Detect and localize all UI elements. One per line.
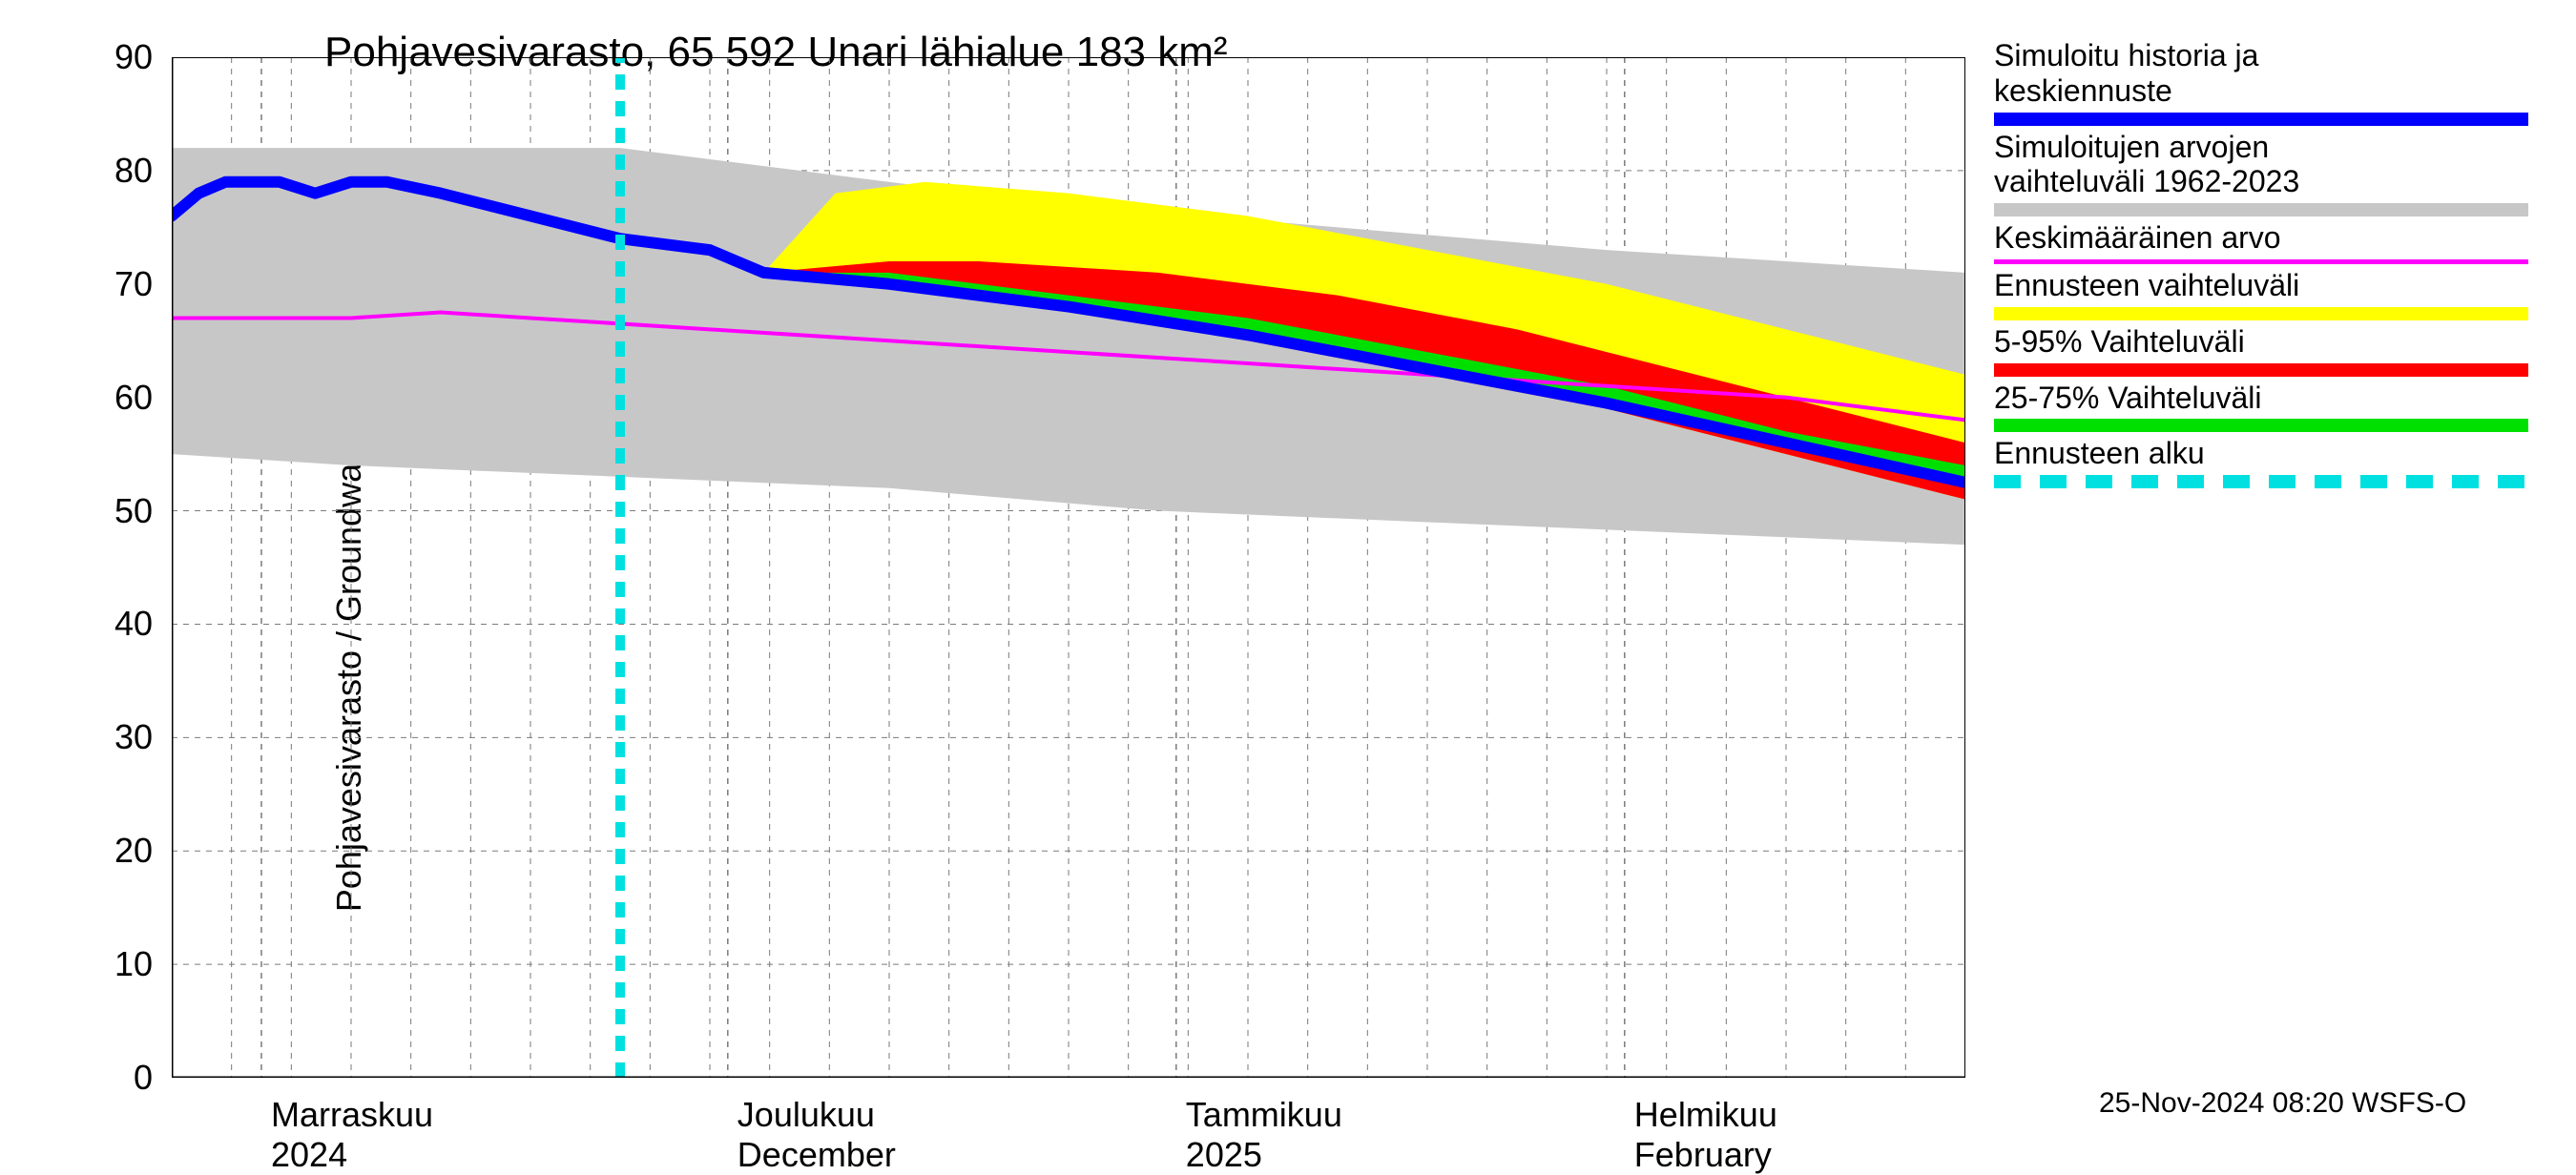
xtick-label-bottom: December: [737, 1135, 896, 1175]
xtick-label-top: Helmikuu: [1634, 1095, 1777, 1135]
legend-label: Ennusteen vaihteluväli: [1994, 268, 2547, 303]
ytick-label: 0: [76, 1058, 153, 1098]
legend-item: Simuloitujen arvojenvaihteluväli 1962-20…: [1994, 130, 2547, 217]
xtick-label-bottom: February: [1634, 1135, 1772, 1175]
ytick-label: 80: [76, 151, 153, 191]
legend-label: Ennusteen alku: [1994, 436, 2547, 471]
xtick-label-bottom: 2025: [1186, 1135, 1262, 1175]
legend-label: Simuloitujen arvojen: [1994, 130, 2547, 165]
legend-item: Ennusteen vaihteluväli: [1994, 268, 2547, 320]
legend-label: Simuloitu historia ja: [1994, 38, 2547, 73]
legend-item: Ennusteen alku: [1994, 436, 2547, 488]
ytick-label: 60: [76, 378, 153, 418]
legend-swatch: [1994, 475, 2528, 488]
legend-label: Keskimääräinen arvo: [1994, 220, 2547, 256]
xtick-label-bottom: 2024: [271, 1135, 347, 1175]
legend-label: 5-95% Vaihteluväli: [1994, 324, 2547, 360]
ytick-label: 20: [76, 831, 153, 871]
footer-timestamp: 25-Nov-2024 08:20 WSFS-O: [2099, 1087, 2466, 1120]
legend-label: vaihteluväli 1962-2023: [1994, 164, 2547, 199]
xtick-label-top: Marraskuu: [271, 1095, 433, 1135]
ytick-label: 40: [76, 604, 153, 644]
legend-item: Keskimääräinen arvo: [1994, 220, 2547, 264]
legend-swatch: [1994, 363, 2528, 377]
legend-swatch: [1994, 419, 2528, 432]
ytick-label: 10: [76, 944, 153, 984]
plot-svg: [172, 57, 1965, 1078]
xtick-label-top: Tammikuu: [1186, 1095, 1342, 1135]
ytick-label: 50: [76, 491, 153, 531]
legend-swatch: [1994, 307, 2528, 320]
legend: Simuloitu historia jakeskiennusteSimuloi…: [1994, 38, 2547, 492]
ytick-label: 30: [76, 717, 153, 757]
xtick-label-top: Joulukuu: [737, 1095, 875, 1135]
legend-item: Simuloitu historia jakeskiennuste: [1994, 38, 2547, 126]
ytick-label: 70: [76, 264, 153, 304]
legend-swatch: [1994, 203, 2528, 216]
legend-swatch: [1994, 113, 2528, 126]
ytick-label: 90: [76, 37, 153, 77]
chart-canvas: Pohjavesivarasto / Groundwater storage m…: [0, 0, 2576, 1144]
legend-item: 5-95% Vaihteluväli: [1994, 324, 2547, 377]
legend-swatch: [1994, 259, 2528, 264]
legend-label: 25-75% Vaihteluväli: [1994, 381, 2547, 416]
legend-item: 25-75% Vaihteluväli: [1994, 381, 2547, 433]
plot-area: [172, 57, 1965, 1078]
legend-label: keskiennuste: [1994, 73, 2547, 109]
